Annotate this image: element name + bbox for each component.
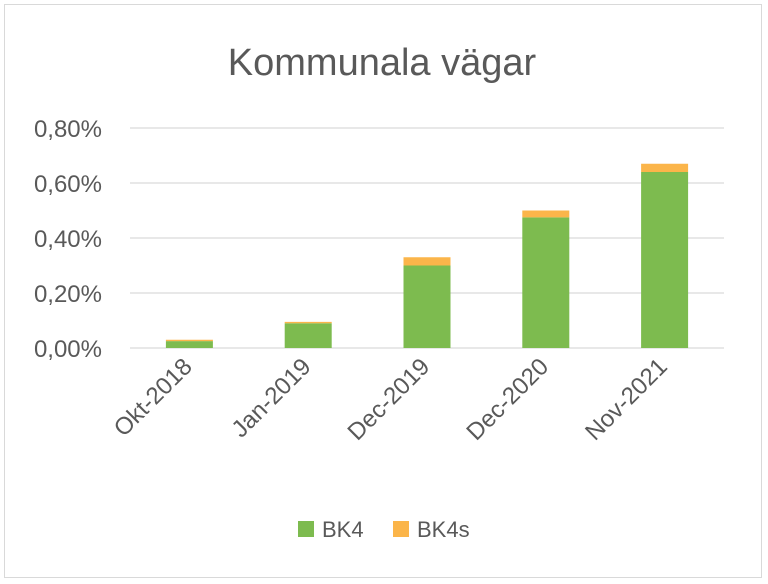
y-tick-label: 0,40% (34, 226, 102, 253)
bar-bk4s (641, 163, 689, 172)
chart-frame (4, 4, 762, 578)
y-tick-label: 0,60% (34, 171, 102, 198)
legend-label-bk4: BK4 (322, 517, 364, 542)
bars (165, 163, 689, 348)
bar-bk4 (641, 172, 689, 348)
legend: BK4 BK4s (298, 517, 470, 542)
x-tick-label: Dec-2019 (343, 353, 436, 446)
legend-label-bk4s: BK4s (417, 517, 470, 542)
bar-bk4 (284, 323, 332, 348)
bar-bk4s (522, 210, 570, 218)
x-tick-label: Jan-2019 (227, 353, 317, 443)
bar-bk4s (403, 257, 451, 266)
bar-bk4 (522, 217, 570, 348)
bar-bk4 (403, 265, 451, 348)
y-tick-label: 0,20% (34, 281, 102, 308)
x-axis: Okt-2018 Jan-2019 Dec-2019 Dec-2020 Nov-2021 (109, 353, 673, 446)
x-tick-label: Nov-2021 (580, 353, 673, 446)
chart-title: Kommunala vägar (228, 42, 537, 84)
bar-bk4 (165, 341, 213, 348)
legend-swatch-bk4s (393, 521, 409, 537)
bar-bk4s (284, 321, 332, 324)
y-tick-label: 0,00% (34, 336, 102, 363)
bar-bk4s (165, 339, 213, 342)
y-axis: 0,00% 0,20% 0,40% 0,60% 0,80% (34, 116, 102, 363)
y-tick-label: 0,80% (34, 116, 102, 143)
x-tick-label: Dec-2020 (461, 353, 554, 446)
x-tick-label: Okt-2018 (109, 353, 198, 442)
legend-swatch-bk4 (298, 521, 314, 537)
